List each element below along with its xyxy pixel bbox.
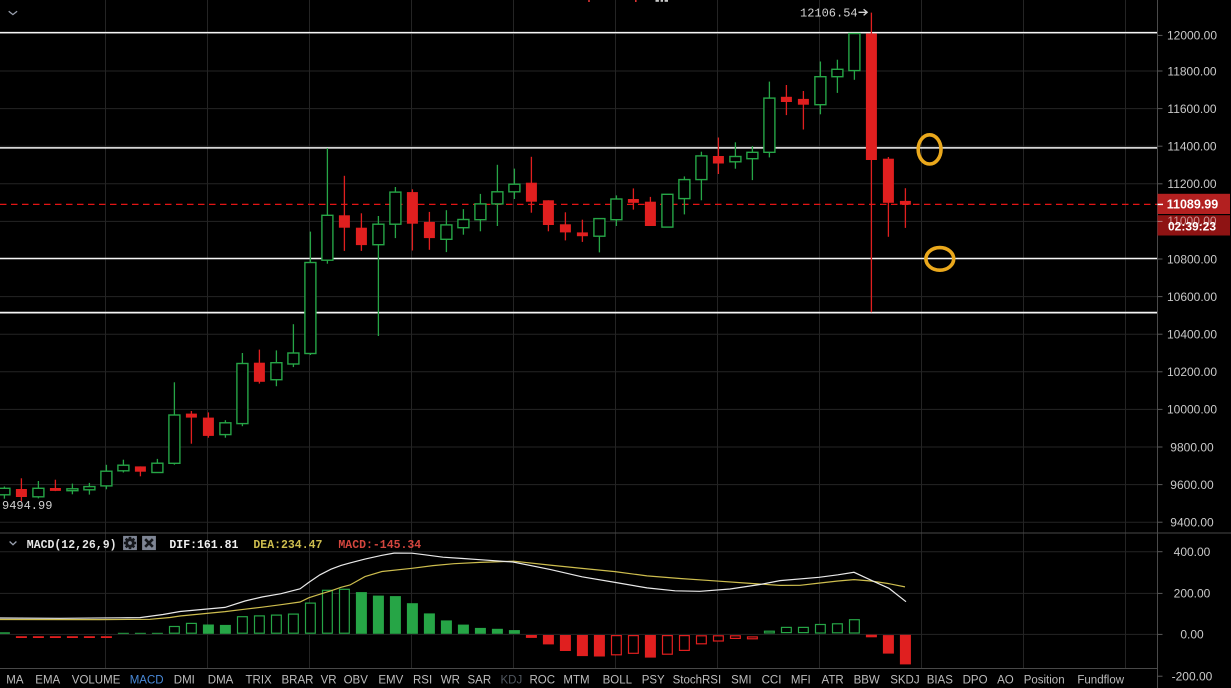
svg-text:9400.00: 9400.00 [1170,516,1214,530]
svg-text:Fundflow: Fundflow [1077,674,1124,686]
svg-text:11089.99: 11089.99 [1167,198,1218,212]
svg-text:DMI: DMI [174,674,195,686]
svg-text:11400.00: 11400.00 [1167,140,1216,154]
svg-text:VOLUME: VOLUME [72,674,121,686]
svg-text:PSY: PSY [642,674,665,686]
svg-text:DPO: DPO [963,674,988,686]
svg-text:11600.00: 11600.00 [1167,102,1216,116]
svg-text:12000.00: 12000.00 [1167,29,1217,43]
svg-text:02:39:23: 02:39:23 [1168,220,1216,234]
svg-text:9600.00: 9600.00 [1170,478,1214,492]
svg-text:BOLL: BOLL [603,674,633,686]
svg-text:SAR: SAR [468,674,492,686]
svg-text:DIF:161.81: DIF:161.81 [169,539,238,552]
svg-text:MFI: MFI [791,674,811,686]
svg-text:-200.00: -200.00 [1172,670,1213,684]
svg-text:400.00: 400.00 [1174,545,1211,559]
svg-text:Position: Position [1024,674,1065,686]
svg-text:9494.99: 9494.99 [2,499,52,513]
svg-text:BRAR: BRAR [282,674,314,686]
svg-text:10400.00: 10400.00 [1167,328,1217,342]
svg-text:10000.00: 10000.00 [1167,403,1217,417]
svg-text:12106.54: 12106.54 [800,6,858,20]
svg-text:CCI: CCI [762,674,782,686]
svg-text:TRIX: TRIX [246,674,273,686]
svg-text:EMV: EMV [378,674,403,686]
svg-text:BBW: BBW [854,674,880,686]
svg-text:RSI: RSI [413,674,432,686]
svg-text:200.00: 200.00 [1174,587,1211,601]
svg-text:EMA: EMA [35,674,60,686]
svg-text:AO: AO [997,674,1014,686]
svg-text:10800.00: 10800.00 [1167,252,1217,266]
svg-text:KDJ: KDJ [501,674,523,686]
svg-text:MTM: MTM [563,674,589,686]
svg-text:ATR: ATR [822,674,844,686]
svg-text:10600.00: 10600.00 [1167,290,1217,304]
svg-text:SKDJ: SKDJ [890,674,919,686]
svg-text:MACD:-145.34: MACD:-145.34 [338,539,421,552]
svg-text:DEA:234.47: DEA:234.47 [253,539,322,552]
svg-text:MA: MA [6,674,24,686]
svg-text:DMA: DMA [208,674,234,686]
svg-text:ROC: ROC [530,674,556,686]
svg-text:VR: VR [321,674,337,686]
svg-text:11800.00: 11800.00 [1167,64,1216,78]
svg-text:11200.00: 11200.00 [1167,177,1216,191]
svg-text:10200.00: 10200.00 [1167,365,1217,379]
svg-text:BIAS: BIAS [927,674,954,686]
svg-text:9800.00: 9800.00 [1170,440,1214,454]
svg-text:StochRSI: StochRSI [673,674,722,686]
svg-text:11000.00: 11000.00 [1167,214,1216,228]
svg-text:SMI: SMI [731,674,751,686]
svg-text:MACD: MACD [130,674,164,686]
svg-text:MACD(12,26,9): MACD(12,26,9) [27,539,117,552]
svg-text:OBV: OBV [344,674,369,686]
svg-text:0.00: 0.00 [1180,628,1204,642]
svg-text:WR: WR [441,674,460,686]
